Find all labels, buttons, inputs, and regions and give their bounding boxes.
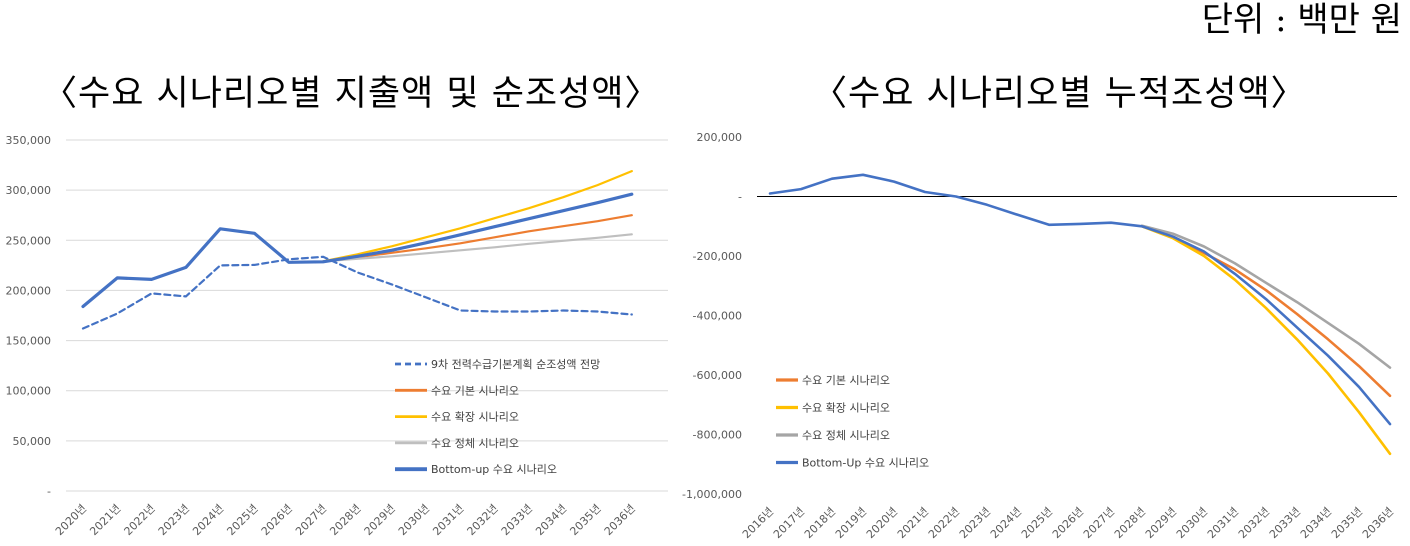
x-tick-label: 2022년 (122, 502, 158, 538)
x-tick-label: 2024년 (988, 505, 1024, 541)
chart-title-left: 〈수요 시나리오별 지출액 및 순조성액〉 (42, 74, 661, 114)
x-tick-label: 2030년 (396, 502, 432, 538)
x-tick-label: 2034년 (1298, 505, 1334, 541)
legend-label-expand: 수요 확장 시나리오 (431, 411, 519, 424)
y-tick-label: 100,000 (6, 385, 52, 398)
x-tick-label: 2030년 (1174, 505, 1210, 541)
y-tick-label: 200,000 (6, 284, 52, 297)
x-tick-label: 2027년 (293, 502, 329, 538)
series-line-base (1140, 225, 1392, 398)
x-tick-label: 2016년 (740, 505, 776, 541)
series-line-expand (322, 170, 633, 263)
y-tick-label: 300,000 (6, 184, 52, 197)
x-tick-label: 2035년 (567, 502, 603, 538)
x-tick-label: 2018년 (802, 505, 838, 541)
unit-label: 단위 : 백만 원 (1201, 0, 1402, 40)
series-line-plan (81, 255, 633, 330)
y-tick-label: -200,000 (693, 250, 742, 263)
x-tick-label: 2017년 (771, 505, 807, 541)
x-tick-label: 2028년 (327, 502, 363, 538)
legend-label-bottomup: Bottom-up 수요 시나리오 (431, 463, 557, 476)
series-line-bottomup (81, 192, 634, 309)
legend-label-bottomup: Bottom-Up 수요 시나리오 (802, 457, 929, 470)
legend-label-stagnant_right: 수요 정체 시나리오 (802, 429, 890, 442)
y-tick-label: 350,000 (6, 134, 52, 147)
series-line-bottomup (768, 173, 1392, 426)
x-tick-label: 2033년 (1267, 505, 1303, 541)
x-tick-label: 2020년 (864, 505, 900, 541)
y-tick-label: 200,000 (697, 131, 743, 144)
x-tick-label: 2026년 (1050, 505, 1086, 541)
x-tick-label: 2021년 (895, 505, 931, 541)
series-line-stagnant_right (1140, 224, 1392, 369)
x-tick-label: 2034년 (533, 502, 569, 538)
y-tick-label: -600,000 (693, 369, 742, 382)
x-tick-label: 2032년 (465, 502, 501, 538)
x-tick-label: 2031년 (430, 502, 466, 538)
series-line-base (322, 214, 633, 263)
x-tick-label: 2035년 (1329, 505, 1365, 541)
x-tick-label: 2029년 (362, 502, 398, 538)
y-tick-label: 150,000 (6, 335, 52, 348)
y-tick-label: - (47, 485, 51, 498)
x-tick-label: 2036년 (602, 502, 638, 538)
x-tick-label: 2031년 (1205, 505, 1241, 541)
x-tick-label: 2024년 (190, 502, 226, 538)
x-tick-label: 2021년 (87, 502, 123, 538)
x-tick-label: 2019년 (833, 505, 869, 541)
x-tick-label: 2023년 (957, 505, 993, 541)
legend-label-base: 수요 기본 시나리오 (431, 384, 519, 397)
y-tick-label: -1,000,000 (682, 488, 742, 501)
x-tick-label: 2022년 (926, 505, 962, 541)
x-tick-label: 2027년 (1081, 505, 1117, 541)
x-tick-label: 2020년 (53, 502, 89, 538)
legend-label-base: 수요 기본 시나리오 (802, 374, 890, 387)
legend-label-plan: 9차 전력수급기본계획 순조성액 전망 (431, 358, 600, 371)
x-tick-label: 2025년 (1019, 505, 1055, 541)
series-line-stagnant (322, 233, 633, 263)
x-tick-label: 2025년 (224, 502, 260, 538)
y-tick-label: 50,000 (13, 435, 52, 448)
y-tick-label: 250,000 (6, 234, 52, 247)
legend-label-stagnant: 수요 정체 시나리오 (431, 437, 519, 450)
x-tick-label: 2026년 (259, 502, 295, 538)
series-line-expand (1140, 225, 1392, 456)
chart-title-right: 〈수요 시나리오별 누적조성액〉 (812, 74, 1307, 114)
x-tick-label: 2032년 (1236, 505, 1272, 541)
y-tick-label: -800,000 (693, 429, 742, 442)
x-tick-label: 2029년 (1143, 505, 1179, 541)
legend-label-expand: 수요 확장 시나리오 (802, 402, 890, 415)
x-tick-label: 2033년 (499, 502, 535, 538)
y-tick-label: - (738, 191, 742, 204)
y-tick-label: -400,000 (693, 310, 742, 323)
x-tick-label: 2028년 (1112, 505, 1148, 541)
x-tick-label: 2023년 (156, 502, 192, 538)
x-tick-label: 2036년 (1360, 505, 1396, 541)
